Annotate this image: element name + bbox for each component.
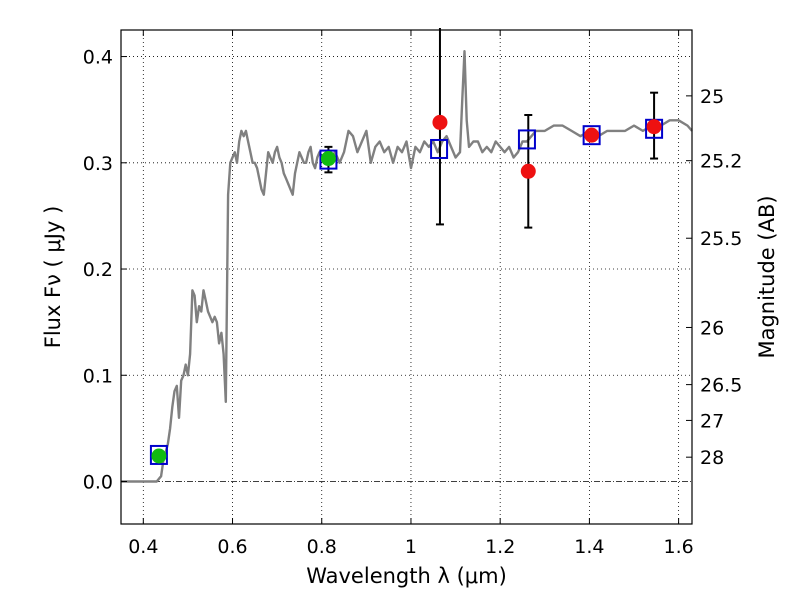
model-flux-box xyxy=(319,149,338,170)
template-spectrum xyxy=(121,50,693,483)
observed-point xyxy=(320,151,336,167)
model-flux-box xyxy=(430,138,449,159)
y-tick-label: 0.3 xyxy=(83,153,113,175)
right-tick-label: 26.5 xyxy=(700,375,742,397)
axis-ticks xyxy=(121,30,692,524)
right-tick-label: 25.5 xyxy=(700,228,742,250)
y-tick-label: 0.0 xyxy=(83,472,113,494)
right-tick-label: 25.2 xyxy=(700,151,742,173)
y-tick-label: 0.2 xyxy=(83,259,113,281)
x-axis-label: Wavelength λ (μm) xyxy=(306,564,507,588)
observed-point xyxy=(646,119,662,135)
right-axis-label: Magnitude (AB) xyxy=(755,195,779,358)
x-tick-label: 1 xyxy=(405,536,417,558)
observed-point xyxy=(520,163,536,179)
error-bars xyxy=(324,28,659,229)
observed-point xyxy=(151,448,167,464)
model-flux-box xyxy=(517,129,536,150)
grid-lines xyxy=(121,30,692,524)
y-tick-label: 0.4 xyxy=(83,47,113,69)
x-tick-label: 0.8 xyxy=(307,536,337,558)
right-tick-label: 28 xyxy=(700,447,724,469)
observed-point xyxy=(584,127,600,143)
right-tick-label: 25 xyxy=(700,86,724,108)
x-tick-label: 1.4 xyxy=(574,536,604,558)
right-tick-label: 27 xyxy=(700,410,724,432)
plot-frame xyxy=(120,29,693,525)
observed-points xyxy=(151,114,662,464)
observed-point xyxy=(432,114,448,130)
model-flux-boxes xyxy=(149,118,664,465)
right-tick-label: 26 xyxy=(700,317,724,339)
y-axis-label: Flux Fν ( μJy ) xyxy=(41,206,65,349)
x-tick-label: 1.6 xyxy=(664,536,694,558)
x-tick-label: 1.2 xyxy=(485,536,515,558)
model-flux-box xyxy=(149,444,168,465)
template-spectrum-line xyxy=(121,50,693,483)
x-tick-label: 0.4 xyxy=(128,536,158,558)
tick-labels: 0.4 0.6 0.8 1 1.2 1.4 1.6 0.0 0.1 0.2 0.3 0.4 25 25.2… xyxy=(83,47,743,558)
x-tick-label: 0.6 xyxy=(217,536,247,558)
y-tick-label: 0.1 xyxy=(83,365,113,387)
model-flux-box xyxy=(582,125,601,146)
